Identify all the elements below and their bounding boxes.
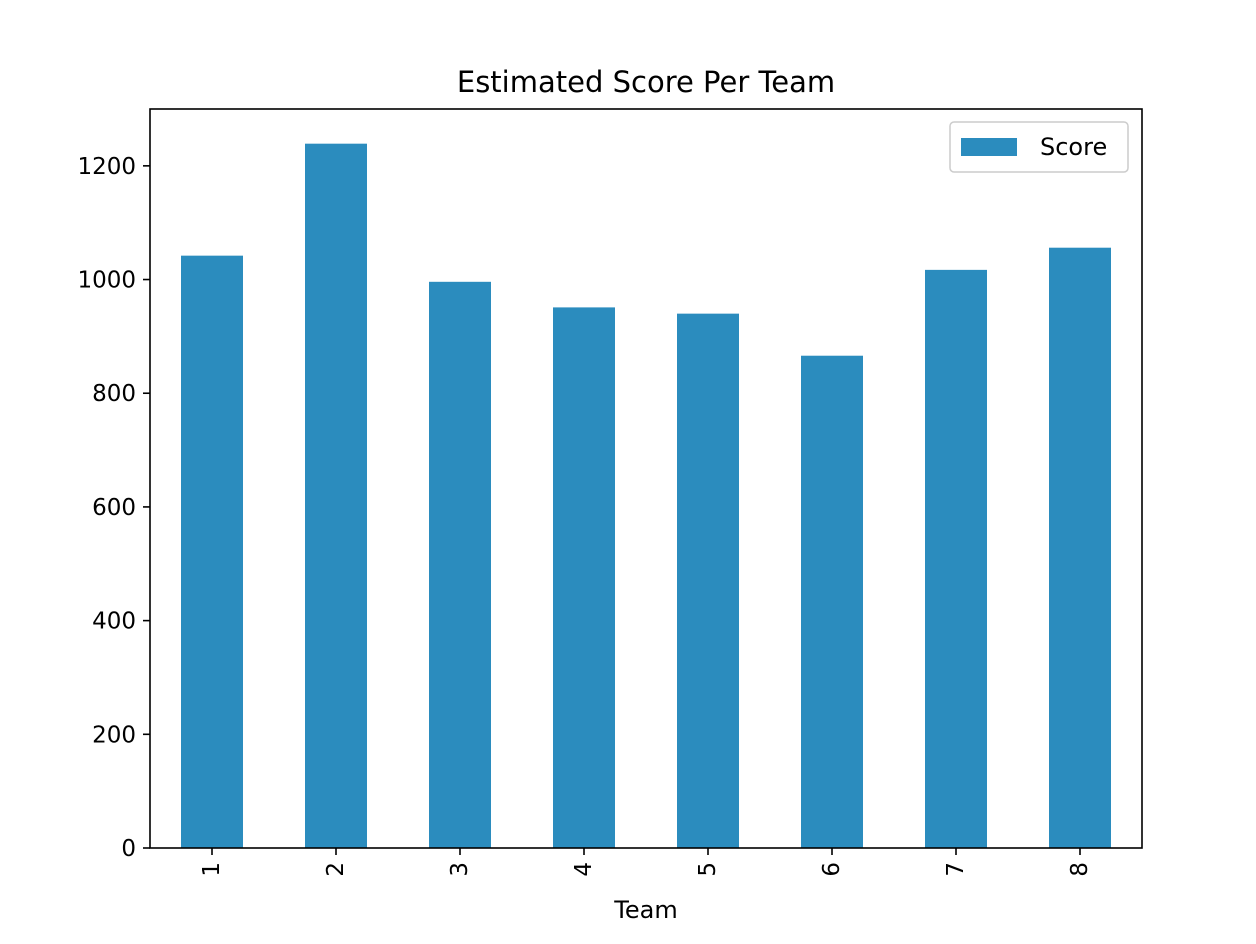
x-tick-label: 8 (1067, 862, 1093, 877)
y-axis: 0 200 400 600 800 1000 1200 (77, 154, 150, 862)
bar-team-5 (677, 313, 739, 848)
x-tick-label: 3 (447, 862, 473, 877)
y-tick-label: 600 (92, 495, 136, 521)
legend: Score (949, 121, 1129, 173)
plot-frame (149, 108, 1143, 849)
y-tick-label: 800 (92, 381, 136, 407)
x-tick-label: 7 (943, 862, 969, 877)
x-tick-label: 5 (695, 862, 721, 877)
y-tick-label: 1200 (77, 154, 136, 180)
legend-swatch-score (961, 138, 1017, 156)
x-tick-label: 1 (199, 862, 225, 877)
y-tick-label: 1000 (77, 268, 136, 294)
bar-team-3 (429, 281, 491, 848)
bar-team-1 (181, 255, 243, 848)
bar-team-6 (801, 355, 863, 848)
x-tick-label: 2 (323, 862, 349, 877)
y-tick-label: 400 (92, 609, 136, 635)
bar-team-4 (553, 307, 615, 848)
legend-label-score: Score (1040, 133, 1107, 161)
chart-title: Estimated Score Per Team (457, 65, 835, 99)
legend-frame (949, 121, 1129, 173)
x-axis-label: Team (613, 896, 677, 924)
x-axis: 1 2 3 4 5 6 7 8 (199, 848, 1093, 877)
bar-team-7 (925, 269, 987, 848)
bar-team-8 (1049, 247, 1111, 848)
x-tick-label: 6 (819, 862, 845, 877)
bar-team-2 (305, 143, 367, 848)
y-tick-label: 200 (92, 722, 136, 748)
y-tick-label: 0 (121, 836, 136, 862)
bars-layer (181, 143, 1111, 848)
x-tick-label: 4 (571, 862, 597, 877)
